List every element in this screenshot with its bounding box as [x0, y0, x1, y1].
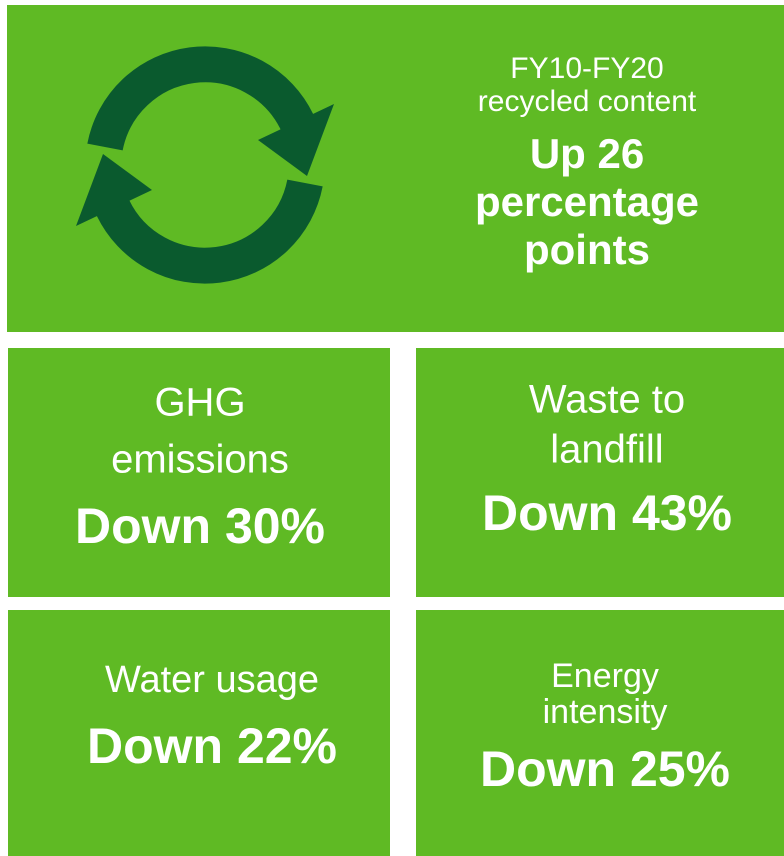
label: Water usage — [105, 659, 319, 701]
label: Energy — [551, 657, 659, 695]
tile — [8, 348, 390, 597]
tile — [7, 5, 784, 332]
label: emissions — [111, 438, 289, 482]
label: intensity — [543, 693, 668, 731]
value: points — [524, 226, 650, 273]
tile — [416, 348, 784, 597]
value: percentage — [475, 178, 699, 225]
label: recycled content — [478, 85, 697, 118]
value: Down 25% — [480, 741, 730, 797]
value: Down 30% — [75, 498, 325, 554]
value: Down 43% — [482, 485, 732, 541]
recycle-icon — [76, 46, 334, 284]
label: landfill — [550, 428, 663, 472]
value: Down 22% — [87, 718, 337, 774]
label: Waste to — [529, 378, 685, 422]
value: Up 26 — [530, 130, 644, 177]
tile — [8, 610, 390, 856]
tile — [416, 610, 784, 856]
label: GHG — [154, 381, 245, 425]
label: FY10-FY20 — [510, 52, 663, 85]
